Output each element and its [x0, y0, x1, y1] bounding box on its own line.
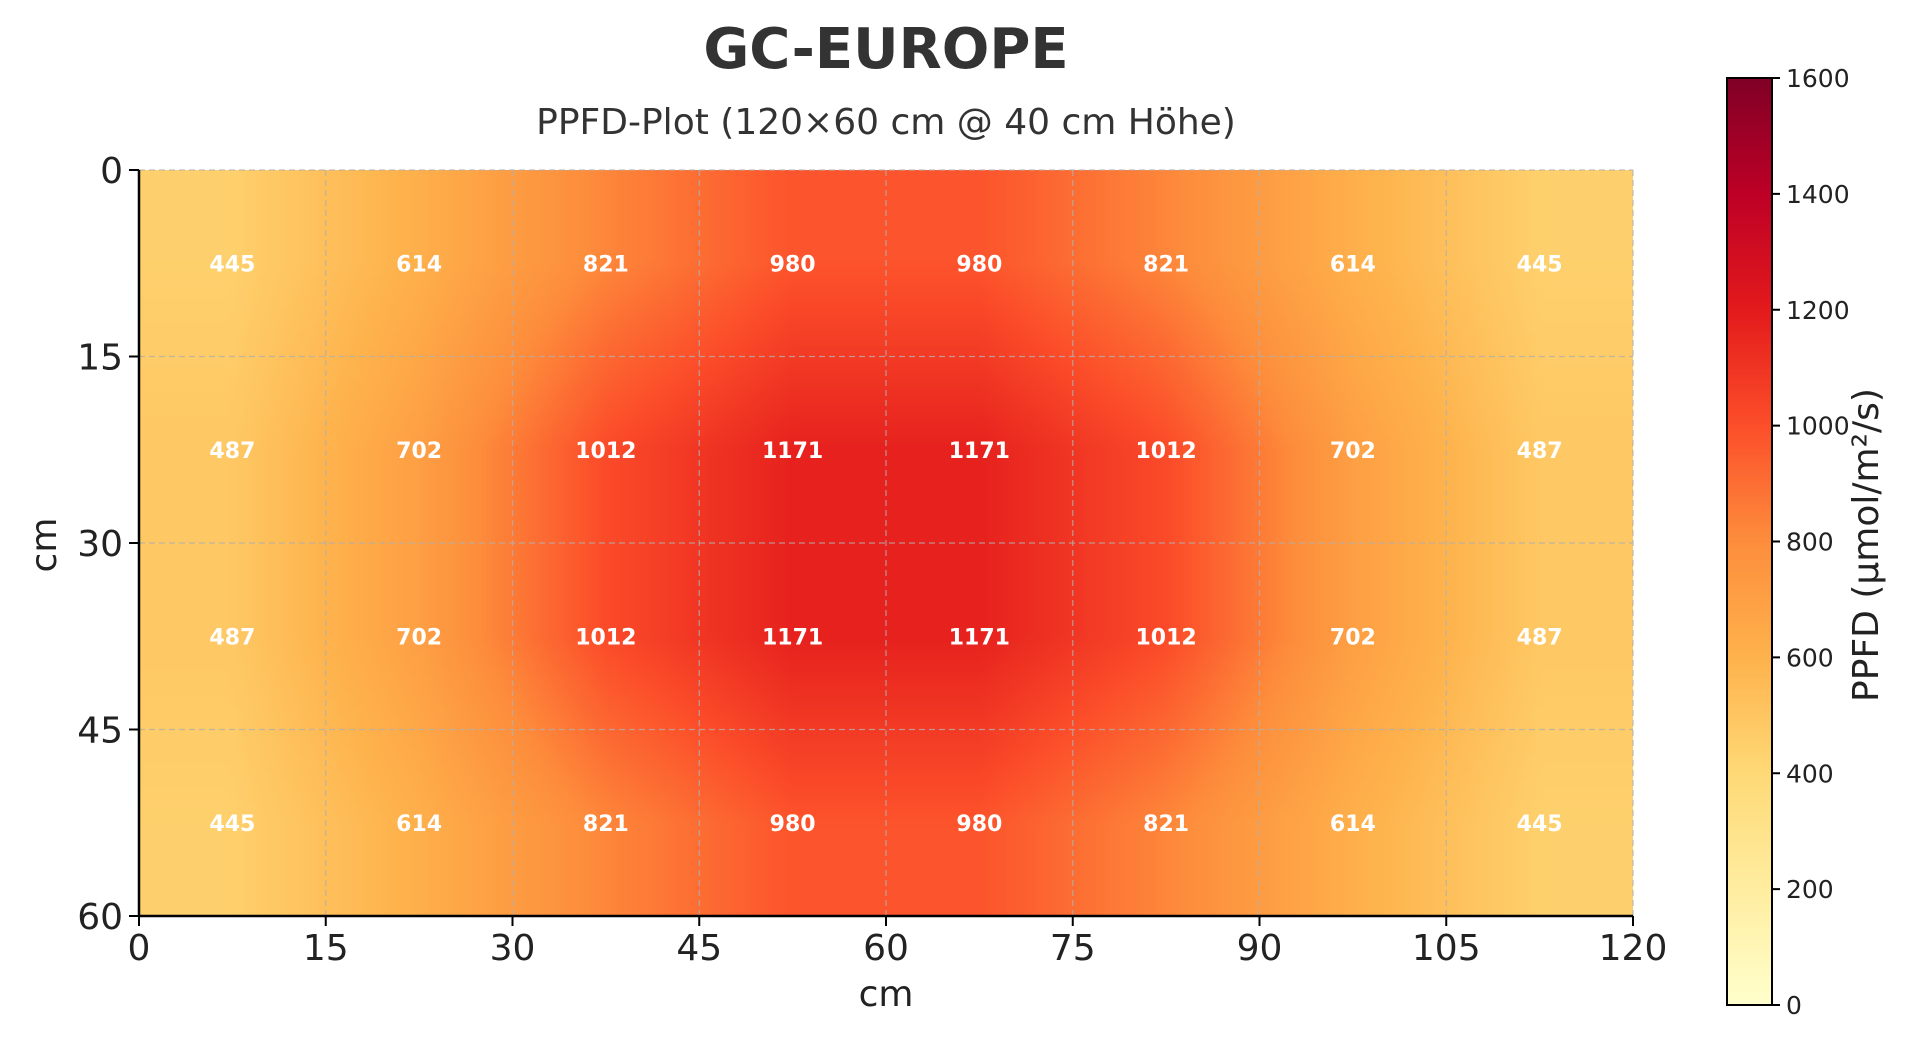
cell-value-label: 1012 [1136, 439, 1197, 464]
x-tick-label: 0 [128, 928, 151, 969]
x-tick-label: 15 [303, 928, 349, 969]
cell-value-label: 614 [396, 812, 442, 837]
cell-value-label: 821 [1143, 812, 1189, 837]
cell-labels: 445 614 821 980 980 821 614 445 487 702 1012 1171 11… [209, 252, 1562, 837]
colorbar-tick-label: 1400 [1786, 180, 1850, 209]
cell-value-label: 1171 [949, 439, 1010, 464]
cell-value-label: 1012 [575, 439, 636, 464]
x-tick-label: 60 [863, 928, 909, 969]
cell-value-label: 614 [396, 252, 442, 277]
cell-value-label: 487 [1517, 625, 1563, 650]
cell-value-label: 702 [396, 625, 442, 650]
cell-value-label: 445 [209, 252, 255, 277]
colorbar-tick-label: 800 [1786, 528, 1834, 557]
x-axis-label: cm [859, 974, 914, 1015]
cell-value-label: 821 [1143, 252, 1189, 277]
cell-value-label: 702 [396, 439, 442, 464]
colorbar-tick-label: 1000 [1786, 412, 1850, 441]
cell-value-label: 1171 [762, 625, 823, 650]
x-tick-label: 90 [1237, 928, 1283, 969]
cell-value-label: 487 [209, 439, 255, 464]
colorbar-tick-label: 200 [1786, 875, 1834, 904]
cell-value-label: 487 [209, 625, 255, 650]
cell-value-label: 1171 [762, 439, 823, 464]
chart-title: GC-EUROPE [703, 17, 1068, 82]
cell-value-label: 702 [1330, 439, 1376, 464]
colorbar-gradient [1726, 77, 1773, 1006]
y-tick-label: 30 [77, 524, 123, 565]
x-tick-label: 120 [1599, 928, 1668, 969]
cell-value-label: 1012 [1136, 625, 1197, 650]
y-tick-label: 15 [77, 338, 123, 379]
cell-value-label: 614 [1330, 812, 1376, 837]
cell-value-label: 702 [1330, 625, 1376, 650]
y-axis-label: cm [24, 518, 65, 573]
colorbar-tick-label: 400 [1786, 759, 1834, 788]
cell-value-label: 980 [956, 812, 1002, 837]
cell-value-label: 1171 [949, 625, 1010, 650]
axes: 0 15 30 45 60 75 90 105 120 0 15 30 45 60 [77, 151, 1667, 969]
colorbar-tick-label: 1200 [1786, 296, 1850, 325]
x-tick-label: 75 [1050, 928, 1096, 969]
colorbar-tick-label: 0 [1786, 991, 1802, 1020]
x-tick-label: 30 [490, 928, 536, 969]
cell-value-label: 487 [1517, 439, 1563, 464]
colorbar-tick-label: 1600 [1786, 64, 1850, 93]
cell-value-label: 821 [583, 812, 629, 837]
x-tick-label: 45 [676, 928, 722, 969]
colorbar-tick-label: 600 [1786, 643, 1834, 672]
colorbar-label: PPFD (µmol/m²/s) [1846, 388, 1887, 702]
y-tick-label: 45 [77, 711, 123, 752]
cell-value-label: 821 [583, 252, 629, 277]
colorbar: 0 200 400 600 800 1000 1200 1400 1600 [1726, 64, 1850, 1020]
cell-value-label: 980 [770, 252, 816, 277]
chart-subtitle: PPFD-Plot (120×60 cm @ 40 cm Höhe) [536, 102, 1236, 143]
y-tick-label: 60 [77, 897, 123, 938]
cell-value-label: 980 [956, 252, 1002, 277]
cell-value-label: 614 [1330, 252, 1376, 277]
cell-value-label: 445 [209, 812, 255, 837]
x-tick-label: 105 [1412, 928, 1481, 969]
cell-value-label: 1012 [575, 625, 636, 650]
cell-value-label: 445 [1517, 252, 1563, 277]
cell-value-label: 445 [1517, 812, 1563, 837]
y-tick-label: 0 [100, 151, 123, 192]
cell-value-label: 980 [770, 812, 816, 837]
